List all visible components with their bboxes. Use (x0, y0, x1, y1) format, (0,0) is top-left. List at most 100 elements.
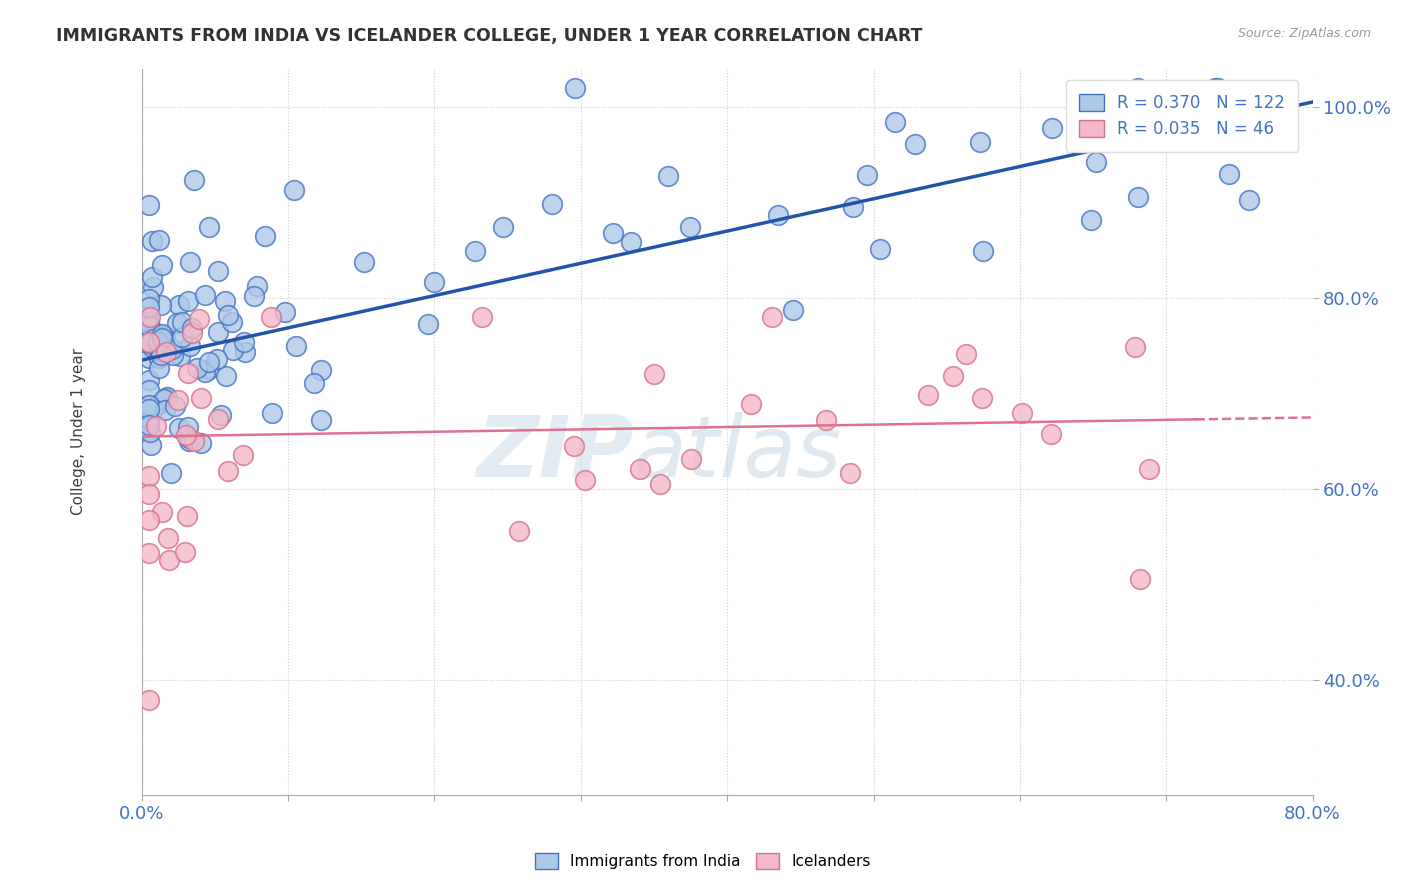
Point (766, 208, 789, 222)
Point (471, 310, 494, 324)
Text: IMMIGRANTS FROM INDIA VS ICELANDER COLLEGE, UNDER 1 YEAR CORRELATION CHART: IMMIGRANTS FROM INDIA VS ICELANDER COLLE… (56, 27, 922, 45)
Point (942, 368, 965, 383)
Point (679, 220, 702, 235)
Point (215, 369, 238, 384)
Point (160, 343, 183, 357)
Point (169, 349, 191, 363)
Point (574, 473, 596, 487)
Point (1042, 120, 1064, 135)
Point (155, 392, 177, 406)
Point (628, 461, 651, 475)
Point (138, 487, 160, 501)
Point (138, 319, 160, 334)
Point (650, 477, 672, 491)
Point (157, 552, 180, 566)
Point (177, 293, 200, 308)
Point (159, 466, 181, 480)
Point (207, 325, 229, 339)
Point (283, 183, 305, 197)
Y-axis label: College, Under 1 year: College, Under 1 year (72, 348, 86, 516)
Point (170, 315, 193, 329)
Point (260, 310, 283, 324)
Point (620, 235, 643, 249)
Point (148, 361, 170, 376)
Point (217, 308, 239, 322)
Point (142, 401, 165, 416)
Point (842, 200, 865, 214)
Text: ZIP: ZIP (475, 412, 634, 495)
Point (138, 334, 160, 349)
Point (167, 392, 190, 407)
Point (540, 196, 562, 211)
Point (138, 468, 160, 483)
Point (138, 513, 160, 527)
Point (197, 354, 219, 368)
Point (232, 449, 254, 463)
Point (838, 466, 860, 480)
Point (149, 298, 172, 312)
Point (139, 333, 162, 347)
Point (167, 298, 190, 312)
Point (186, 360, 208, 375)
Point (181, 326, 204, 340)
Point (1237, 193, 1260, 207)
Point (187, 311, 209, 326)
Point (179, 255, 201, 269)
Point (508, 524, 530, 538)
Point (782, 302, 804, 317)
Point (246, 279, 269, 293)
Point (138, 402, 160, 417)
Point (148, 351, 170, 365)
Point (176, 366, 198, 380)
Point (141, 438, 163, 452)
Point (156, 531, 179, 545)
Point (139, 310, 162, 324)
Point (309, 413, 332, 427)
Point (1208, 80, 1230, 95)
Point (150, 505, 173, 519)
Point (174, 428, 197, 442)
Point (138, 546, 160, 560)
Point (1129, 572, 1152, 586)
Point (138, 398, 160, 412)
Point (207, 412, 229, 426)
Point (146, 334, 169, 349)
Point (657, 169, 679, 183)
Point (955, 347, 977, 361)
Point (274, 305, 297, 319)
Point (149, 333, 172, 347)
Point (139, 334, 162, 349)
Point (150, 331, 173, 345)
Point (179, 338, 201, 352)
Point (153, 403, 176, 417)
Point (155, 345, 177, 359)
Point (177, 434, 200, 448)
Point (141, 234, 163, 248)
Point (138, 373, 160, 387)
Point (1040, 427, 1063, 442)
Point (138, 351, 160, 366)
Point (183, 172, 205, 186)
Point (190, 391, 212, 405)
Point (163, 399, 186, 413)
Legend: Immigrants from India, Icelanders: Immigrants from India, Icelanders (529, 847, 877, 875)
Point (141, 269, 163, 284)
Point (169, 421, 191, 435)
Point (1185, 87, 1208, 101)
Point (253, 229, 276, 244)
Point (285, 339, 308, 353)
Point (138, 408, 160, 422)
Point (679, 451, 702, 466)
Point (138, 425, 160, 440)
Point (1218, 167, 1240, 181)
Point (972, 391, 994, 405)
Point (492, 219, 515, 234)
Point (162, 348, 184, 362)
Point (142, 332, 165, 346)
Point (207, 351, 229, 366)
Point (148, 234, 170, 248)
Point (1080, 213, 1102, 227)
Point (138, 417, 160, 432)
Point (232, 335, 254, 350)
Point (138, 300, 160, 314)
